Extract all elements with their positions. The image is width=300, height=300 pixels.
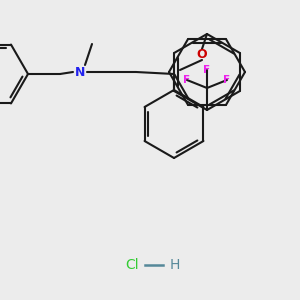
- Text: N: N: [75, 65, 85, 79]
- Text: F: F: [183, 75, 190, 85]
- Text: F: F: [224, 75, 231, 85]
- Text: O: O: [197, 47, 207, 61]
- Text: F: F: [203, 65, 211, 75]
- Text: Cl: Cl: [125, 258, 139, 272]
- Text: H: H: [170, 258, 180, 272]
